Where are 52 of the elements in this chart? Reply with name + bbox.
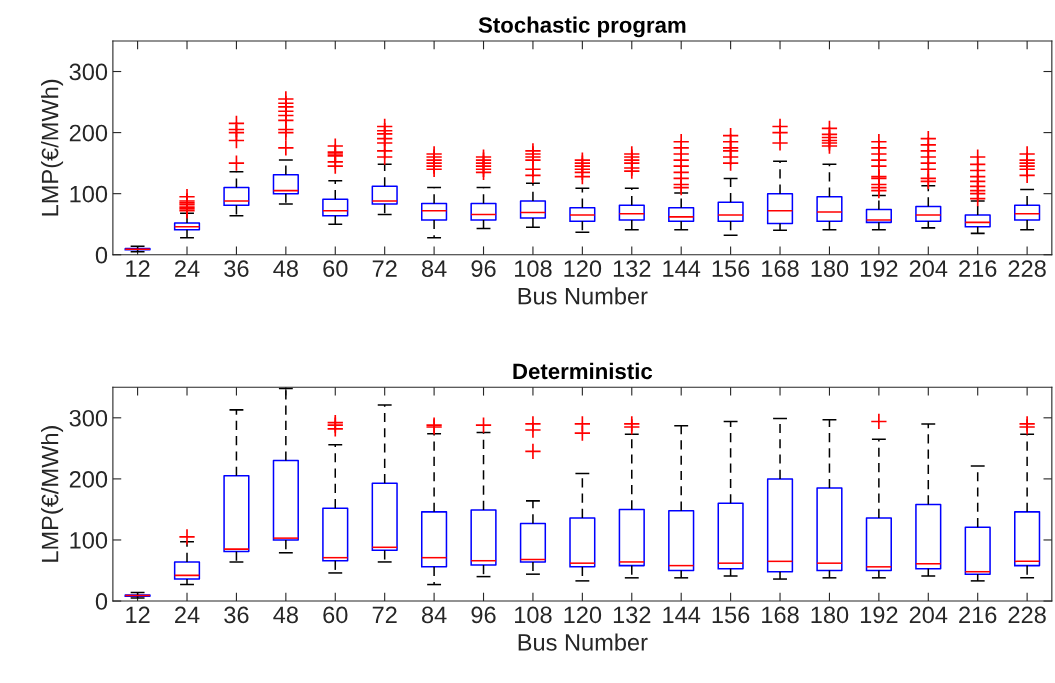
- y-tick-label: 100: [70, 532, 108, 549]
- x-tick-label: 216: [959, 606, 997, 624]
- x-tick-label: 156: [712, 260, 750, 277]
- x-tick-label: 24: [175, 260, 200, 277]
- x-tick-label: 24: [175, 606, 200, 624]
- x-axis-title: Bus Number: [518, 287, 648, 305]
- x-tick-label: 48: [273, 606, 298, 624]
- x-tick-label: 60: [323, 606, 348, 624]
- y-tick-label: 0: [95, 593, 108, 610]
- x-tick-label: 132: [613, 606, 651, 624]
- y-tick-label: 100: [70, 185, 108, 203]
- x-tick-label: 228: [1008, 260, 1046, 277]
- y-axis-title: LMP(€/MWh): [41, 426, 64, 562]
- x-tick-label: 144: [663, 260, 701, 277]
- x-tick-label: 108: [515, 260, 552, 277]
- x-tick-label: 72: [372, 260, 397, 277]
- x-tick-label: 48: [273, 260, 298, 277]
- x-tick-label: 60: [323, 260, 348, 277]
- y-tick-label: 200: [69, 470, 108, 488]
- y-tick-label: 200: [69, 124, 108, 142]
- x-tick-label: 180: [811, 260, 849, 277]
- x-tick-label: 144: [663, 606, 701, 624]
- x-tick-label: 120: [564, 606, 602, 624]
- y-tick-label: 300: [69, 63, 108, 81]
- x-tick-label: 156: [712, 606, 750, 624]
- x-tick-label: 36: [224, 260, 249, 277]
- x-tick-label: 12: [126, 606, 150, 624]
- x-tick-label: 180: [811, 606, 849, 624]
- y-axis-title: LMP(€/MWh): [41, 79, 64, 216]
- x-tick-label: 228: [1008, 606, 1046, 624]
- x-tick-label: 36: [224, 606, 249, 624]
- x-tick-label: 84: [422, 260, 447, 277]
- x-tick-label: 96: [471, 260, 496, 277]
- x-tick-label: 192: [860, 606, 898, 624]
- y-tick-label: 0: [95, 246, 108, 264]
- x-tick-label: 192: [860, 260, 898, 277]
- x-tick-label: 84: [422, 606, 447, 624]
- x-tick-label: 72: [372, 606, 397, 624]
- x-tick-label: 108: [515, 606, 552, 624]
- x-tick-label: 204: [909, 606, 948, 624]
- x-axis-title: Bus Number: [518, 633, 648, 651]
- x-tick-label: 132: [613, 260, 651, 277]
- x-tick-label: 204: [909, 260, 948, 277]
- x-tick-label: 168: [762, 606, 799, 624]
- chart-title: Deterministic: [513, 362, 653, 380]
- x-tick-label: 96: [471, 606, 496, 624]
- x-tick-label: 168: [762, 260, 799, 277]
- x-tick-label: 12: [126, 260, 150, 277]
- x-tick-label: 216: [959, 260, 997, 277]
- x-tick-label: 120: [564, 260, 602, 277]
- chart-title: Stochastic program: [478, 16, 686, 38]
- y-tick-label: 300: [69, 409, 108, 427]
